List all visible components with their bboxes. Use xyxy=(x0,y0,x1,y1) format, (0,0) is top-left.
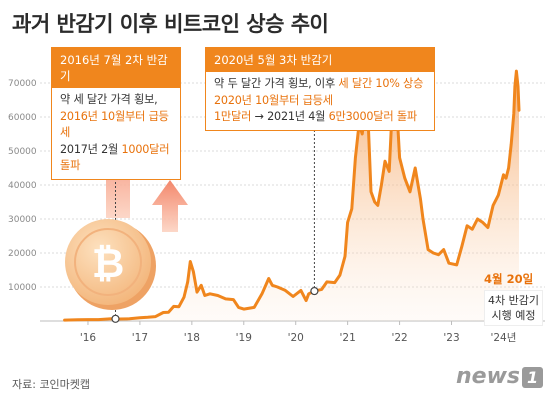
bitcoin-coin-icon: ₿ xyxy=(65,219,156,310)
arrow-right-icon: → xyxy=(254,110,264,123)
annotation-2020-line1-pre: 약 두 달간 가격 횡보, 이후 xyxy=(214,77,339,90)
annotation-2020-line1-highlight: 세 달간 10% 상승 xyxy=(338,77,424,90)
x-tick-label: '22 xyxy=(391,332,407,344)
annotation-2016-line1: 약 세 달간 가격 횡보, xyxy=(60,93,158,106)
x-tick-label: '19 xyxy=(236,332,252,344)
svg-text:₿: ₿ xyxy=(92,241,125,287)
page-title: 과거 반감기 이후 비트코인 상승 추이 xyxy=(12,12,329,36)
news1-logo: news 1 xyxy=(456,364,544,389)
source-caption: 자료: 코인마켓캡 xyxy=(12,378,91,391)
y-tick-label: 20000 xyxy=(8,249,37,259)
y-tick-label: 70000 xyxy=(8,79,37,89)
x-tick-label: '17 xyxy=(132,332,148,344)
annotation-2020-line3-b: 2021년 4월 xyxy=(267,110,329,123)
annotation-2016-line3-highlight: 1000달러 돌파 xyxy=(60,142,170,173)
x-tick-label: '16 xyxy=(80,332,97,344)
annotation-2016-line3-pre: 2017년 2월 xyxy=(60,142,122,156)
annotation-2020-halving: 2020년 5월 3차 반감기 약 두 달간 가격 횡보, 이후 세 달간 10… xyxy=(205,47,435,131)
halving-2024-date: 4월 20일 xyxy=(484,272,534,286)
y-tick-label: 50000 xyxy=(8,147,37,157)
annotation-2020-line3-c: 6만3000달러 돌파 xyxy=(328,110,418,123)
halving-2024-line2: 시행 예정 xyxy=(491,309,536,322)
price-area-fill xyxy=(64,71,519,321)
annotation-2020-line2: 2020년 10월부터 급등세 xyxy=(214,93,333,107)
halving-marker xyxy=(310,286,319,296)
halving-2024-line1: 4차 반감기 xyxy=(488,294,539,307)
annotation-2016-halving: 2016년 7월 2차 반감기 약 세 달간 가격 횡보, 2016년 10월부… xyxy=(51,47,181,180)
y-tick-label: 40000 xyxy=(8,181,37,191)
logo-text: news xyxy=(456,364,521,389)
x-tick-label: '23 xyxy=(443,332,459,344)
annotation-2020-line3-a: 1만달러 xyxy=(214,110,252,123)
x-tick-label: '21 xyxy=(340,332,356,344)
logo-number: 1 xyxy=(522,367,544,388)
halving-marker xyxy=(111,314,120,323)
annotation-2016-heading: 2016년 7월 2차 반감기 xyxy=(52,48,180,88)
y-tick-label: 30000 xyxy=(8,215,37,225)
x-tick-label: '24년 xyxy=(490,332,516,344)
annotation-2016-line2: 2016년 10월부터 급등세 xyxy=(60,109,169,140)
y-tick-label: 60000 xyxy=(8,113,37,123)
price-line xyxy=(63,69,521,322)
y-tick-label: 10000 xyxy=(8,283,37,293)
halving-2024-note: 4월 20일 4차 반감기 시행 예정 xyxy=(484,272,543,326)
annotation-2020-heading: 2020년 5월 3차 반감기 xyxy=(206,48,434,72)
x-tick-label: '20 xyxy=(288,332,304,344)
x-tick-label: '18 xyxy=(184,332,200,344)
